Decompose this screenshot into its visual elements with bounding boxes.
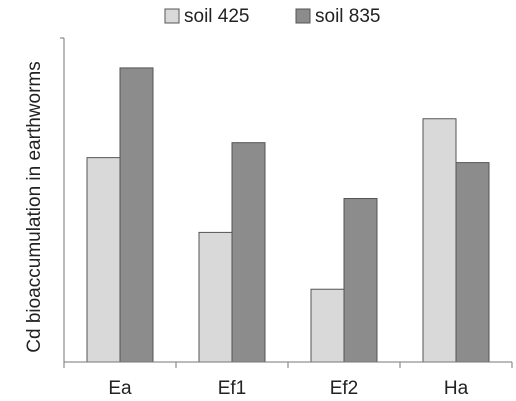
- bar-ha-series-2: [455, 162, 490, 363]
- bar-ea-series-1: [86, 157, 121, 363]
- y-axis-label: Cd bioaccumulation in earthworms: [24, 61, 45, 352]
- bars-group: [86, 67, 490, 363]
- legend-label: soil 835: [315, 6, 381, 27]
- bar-ef1-series-2: [231, 142, 266, 363]
- bar-ea-series-2: [119, 67, 154, 363]
- legend-swatch: [295, 8, 311, 24]
- legend-label: soil 425: [184, 6, 250, 27]
- bar-ef2-series-1: [310, 288, 345, 363]
- bar-ha-series-1: [422, 118, 457, 363]
- x-tick-label: Ef2: [330, 378, 359, 399]
- x-tick-label: Ha: [444, 378, 469, 399]
- x-tick-label: Ea: [108, 378, 132, 399]
- bar-ef2-series-2: [343, 198, 378, 363]
- axes: [60, 37, 513, 368]
- x-tick-label: Ef1: [218, 378, 247, 399]
- legend-swatch: [164, 8, 180, 24]
- bar-ef1-series-1: [198, 231, 233, 363]
- x-tick-labels: Ea Ef1 Ef2 Ha: [108, 378, 468, 399]
- chart-legend: soil 425 soil 835: [164, 6, 381, 27]
